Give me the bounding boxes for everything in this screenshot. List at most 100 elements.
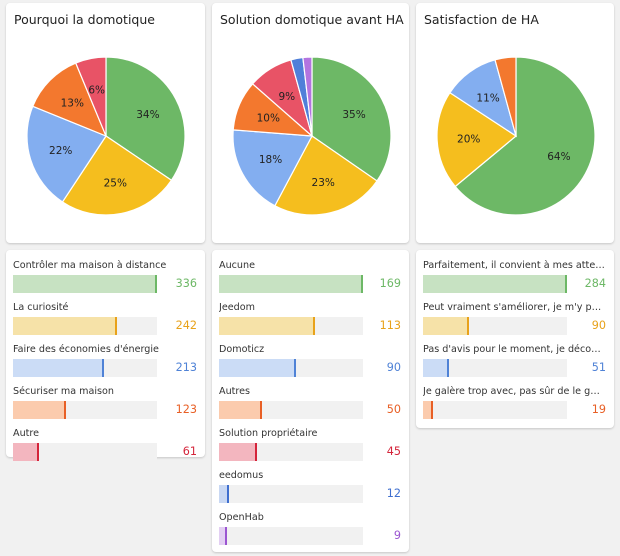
bar-value: 113	[379, 319, 401, 332]
pie-slice	[26, 105, 107, 203]
bar-fill	[219, 401, 262, 419]
bar-row: Pas d'avis pour le moment, je découvre 51	[423, 344, 606, 380]
bar-value: 90	[591, 319, 606, 332]
pie-slice-label: 20%	[457, 134, 480, 146]
bar-row-label: La curiosité	[13, 302, 69, 313]
bar-fill	[219, 443, 258, 461]
bar-value: 213	[175, 361, 197, 374]
pie-chart-solution: 35% 23% 18% 10% 9%	[232, 56, 392, 216]
bar-row: Aucune 169	[219, 260, 401, 296]
bar-list-card-solution: Aucune 169 Jeedom 113 Domoticz 90 Autres 50 Solu…	[212, 250, 409, 552]
bar-list-card-pourquoi: Contrôler ma maison à distance 336 La curi…	[6, 250, 205, 461]
bar-fill	[219, 485, 230, 503]
bar-row: eedomus 12	[219, 470, 401, 506]
bar-value: 19	[591, 403, 606, 416]
bar-row-label: OpenHab	[219, 512, 264, 523]
bar-track	[219, 485, 363, 503]
bar-row-label: Aucune	[219, 260, 255, 271]
bar-list-card-satisfaction: Parfaitement, il convient à mes attentes…	[416, 250, 614, 428]
pie-slice-label: 35%	[342, 109, 365, 121]
pie-slice	[232, 129, 313, 207]
bar-row: Sécuriser ma maison 123	[13, 386, 197, 422]
bar-row: Faire des économies d'énergie 213	[13, 344, 197, 380]
bar-row-label: Solution propriétaire	[219, 428, 318, 439]
bar-marker	[259, 401, 262, 419]
pie-title: Solution domotique avant HA	[220, 12, 404, 27]
pie-slice-label: 9%	[278, 91, 295, 103]
bar-track	[13, 317, 157, 335]
bar-track	[219, 275, 363, 293]
bar-row-label: Parfaitement, il convient à mes attentes	[423, 260, 605, 271]
bar-row-label: Autres	[219, 386, 251, 397]
bar-marker	[63, 401, 66, 419]
bar-track	[219, 317, 363, 335]
bar-row: Solution propriétaire 45	[219, 428, 401, 464]
pie-slice	[302, 56, 313, 137]
pie-card-satisfaction: Satisfaction de HA 64% 20% 11%	[416, 3, 614, 243]
bar-fill	[13, 359, 105, 377]
pie-chart-satisfaction: 64% 20% 11%	[436, 56, 596, 216]
bar-marker	[255, 443, 258, 461]
bar-row: Peut vraiment s'améliorer, je m'y perds 9…	[423, 302, 606, 338]
bar-value: 61	[182, 445, 197, 458]
bar-row: Jeedom 113	[219, 302, 401, 338]
bar-fill	[423, 401, 433, 419]
pie-slice-label: 18%	[259, 154, 282, 166]
bar-track	[219, 527, 363, 545]
bar-fill	[423, 317, 469, 335]
bar-marker	[224, 527, 227, 545]
bar-row: Parfaitement, il convient à mes attentes…	[423, 260, 606, 296]
pie-card-solution: Solution domotique avant HA 35% 23% 18% 10%…	[212, 3, 409, 243]
pie-slice-label: 34%	[136, 109, 159, 121]
bar-value: 336	[175, 277, 197, 290]
pie-slice	[494, 56, 517, 137]
bar-fill	[13, 275, 157, 293]
bar-marker	[102, 359, 105, 377]
bar-fill	[423, 359, 449, 377]
bar-track	[219, 359, 363, 377]
bar-track	[13, 401, 157, 419]
bar-row: OpenHab 9	[219, 512, 401, 548]
bar-track	[423, 317, 567, 335]
bar-fill	[13, 443, 40, 461]
bar-fill	[219, 527, 227, 545]
bar-marker	[466, 317, 469, 335]
bar-track	[13, 443, 157, 461]
pie-slice	[436, 91, 518, 188]
pie-title: Satisfaction de HA	[424, 12, 539, 27]
pie-slice	[454, 56, 596, 216]
bar-fill	[219, 317, 316, 335]
bar-value: 242	[175, 319, 197, 332]
bar-row: Je galère trop avec, pas sûr de le garde…	[423, 386, 606, 422]
bar-row-label: Peut vraiment s'améliorer, je m'y perds	[423, 302, 605, 313]
bar-fill	[13, 401, 66, 419]
pie-slice-label: 13%	[61, 98, 84, 110]
bar-marker	[361, 275, 363, 293]
bar-row: Contrôler ma maison à distance 336	[13, 260, 197, 296]
pie-slice	[105, 56, 186, 182]
bar-row-label: Sécuriser ma maison	[13, 386, 114, 397]
bar-row-label: Je galère trop avec, pas sûr de le garde…	[423, 386, 605, 397]
bar-track	[219, 443, 363, 461]
bar-value: 169	[379, 277, 401, 290]
bar-marker	[313, 317, 316, 335]
bar-value: 284	[584, 277, 606, 290]
pie-chart-pourquoi: 34% 25% 22% 13% 6%	[26, 56, 186, 216]
bar-row: Autre 61	[13, 428, 197, 464]
pie-slice	[311, 56, 392, 182]
pie-slice	[61, 135, 173, 216]
pie-slice-label: 6%	[88, 85, 105, 97]
bar-value: 90	[386, 361, 401, 374]
pie-slice	[31, 62, 108, 138]
pie-slice	[274, 135, 378, 216]
bar-marker	[37, 443, 40, 461]
bar-fill	[13, 317, 117, 335]
bar-marker	[446, 359, 449, 377]
bar-track	[13, 275, 157, 293]
bar-row-label: Pas d'avis pour le moment, je découvre	[423, 344, 605, 355]
pie-title: Pourquoi la domotique	[14, 12, 155, 27]
bar-marker	[114, 317, 117, 335]
bar-row-label: Domoticz	[219, 344, 265, 355]
bar-row-label: Contrôler ma maison à distance	[13, 260, 167, 271]
bar-value: 45	[386, 445, 401, 458]
